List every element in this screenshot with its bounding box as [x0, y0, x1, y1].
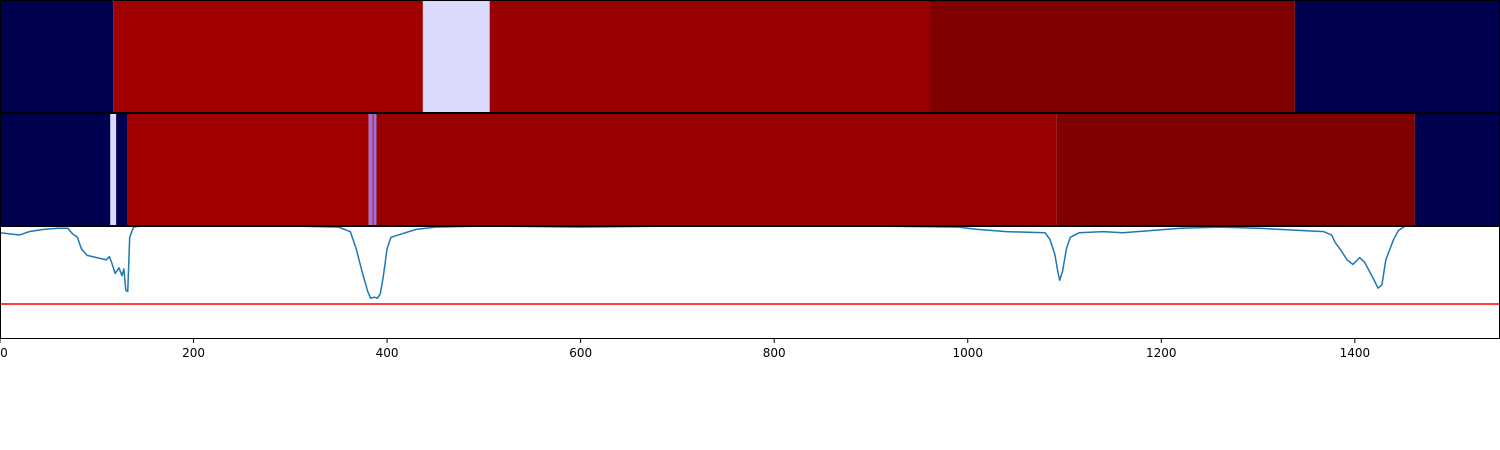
x-tick-label: 600: [569, 346, 592, 360]
heatmap-segment: [489, 0, 930, 113]
heatmap-segment: [110, 113, 117, 226]
heatmap-panel-top: [0, 0, 1500, 113]
heatmap-segment: [113, 0, 423, 113]
heatmap-segment: [373, 113, 377, 226]
heatmap-segment: [376, 113, 1057, 226]
x-tick-label: 1200: [1146, 346, 1177, 360]
x-tick-label: 0: [0, 346, 8, 360]
heatmap-segment: [1414, 113, 1500, 226]
heatmap-segment: [1294, 0, 1500, 113]
heatmap-segment: [116, 113, 128, 226]
panel-frame: [0, 226, 1500, 339]
heatmap-segment: [929, 0, 1295, 113]
x-tick-label: 1400: [1340, 346, 1371, 360]
heatmap-segment: [368, 113, 373, 226]
heatmap-segment: [0, 0, 114, 113]
x-tick-label: 1000: [952, 346, 983, 360]
line-panel-bottom: 0 200 400 600 800 1000 1200 1400: [0, 226, 1500, 360]
heatmap-segment: [422, 0, 490, 113]
x-tick-label: 400: [376, 346, 399, 360]
heatmap-segment: [0, 113, 111, 226]
series-line: [0, 226, 1500, 300]
heatmap-segment: [127, 113, 369, 226]
x-tick-label: 200: [182, 346, 205, 360]
heatmap-segment: [372, 113, 374, 226]
heatmap-segment: [1056, 113, 1415, 226]
heatmap-panel-middle: [0, 113, 1500, 226]
x-tick-label: 800: [763, 346, 786, 360]
